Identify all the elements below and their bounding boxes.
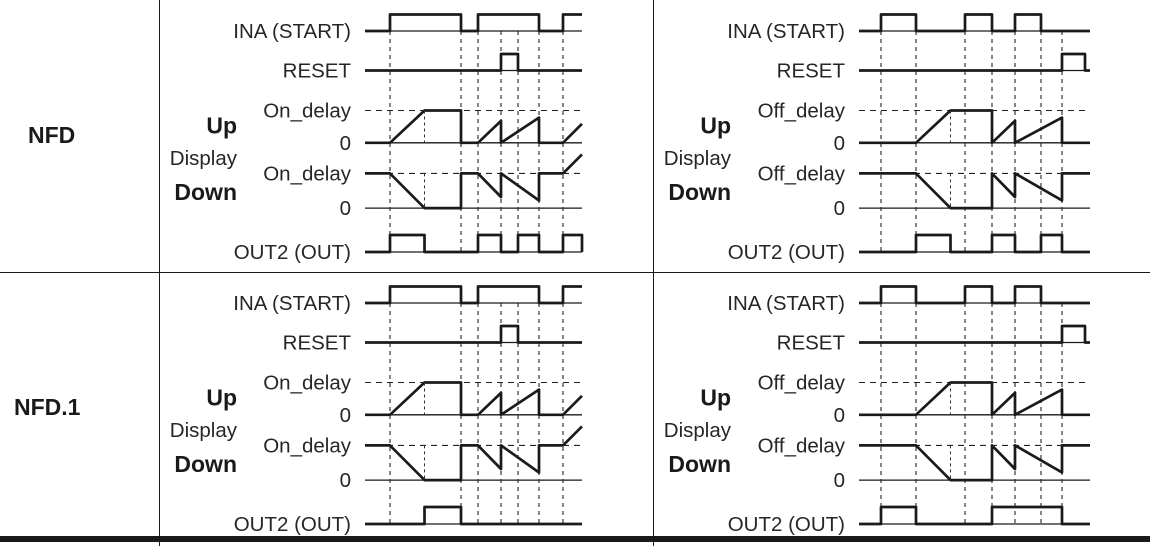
svg-text:Down: Down bbox=[668, 179, 731, 205]
svg-text:INA (START): INA (START) bbox=[233, 292, 351, 315]
svg-text:Off_delay: Off_delay bbox=[758, 162, 846, 185]
svg-text:RESET: RESET bbox=[777, 60, 846, 83]
svg-text:On_delay: On_delay bbox=[263, 162, 352, 185]
svg-text:OUT2 (OUT): OUT2 (OUT) bbox=[234, 241, 351, 264]
svg-text:On_delay: On_delay bbox=[263, 372, 352, 395]
svg-text:0: 0 bbox=[834, 132, 845, 155]
svg-text:0: 0 bbox=[340, 197, 351, 220]
svg-text:INA (START): INA (START) bbox=[727, 20, 845, 43]
svg-text:OUT2 (OUT): OUT2 (OUT) bbox=[234, 513, 351, 536]
svg-text:Display: Display bbox=[170, 147, 238, 170]
svg-text:Off_delay: Off_delay bbox=[758, 372, 846, 395]
svg-text:Down: Down bbox=[668, 451, 731, 477]
svg-text:0: 0 bbox=[834, 469, 845, 492]
svg-text:0: 0 bbox=[340, 132, 351, 155]
svg-text:RESET: RESET bbox=[283, 60, 352, 83]
svg-text:INA (START): INA (START) bbox=[727, 292, 845, 315]
svg-text:Display: Display bbox=[664, 147, 732, 170]
svg-text:On_delay: On_delay bbox=[263, 434, 352, 457]
svg-text:Up: Up bbox=[700, 113, 731, 139]
svg-text:OUT2 (OUT): OUT2 (OUT) bbox=[728, 241, 845, 264]
svg-text:INA (START): INA (START) bbox=[233, 20, 351, 43]
svg-text:Up: Up bbox=[206, 113, 237, 139]
svg-text:0: 0 bbox=[340, 404, 351, 427]
svg-text:0: 0 bbox=[834, 197, 845, 220]
svg-text:RESET: RESET bbox=[283, 332, 352, 355]
svg-text:RESET: RESET bbox=[777, 332, 846, 355]
svg-text:Display: Display bbox=[664, 419, 732, 442]
svg-text:OUT2 (OUT): OUT2 (OUT) bbox=[728, 513, 845, 536]
svg-text:0: 0 bbox=[834, 404, 845, 427]
svg-text:Up: Up bbox=[700, 385, 731, 411]
svg-text:On_delay: On_delay bbox=[263, 100, 352, 123]
svg-text:Off_delay: Off_delay bbox=[758, 100, 846, 123]
svg-text:Display: Display bbox=[170, 419, 238, 442]
svg-text:Down: Down bbox=[174, 179, 237, 205]
svg-text:Up: Up bbox=[206, 385, 237, 411]
svg-text:0: 0 bbox=[340, 469, 351, 492]
svg-text:Off_delay: Off_delay bbox=[758, 434, 846, 457]
svg-text:Down: Down bbox=[174, 451, 237, 477]
